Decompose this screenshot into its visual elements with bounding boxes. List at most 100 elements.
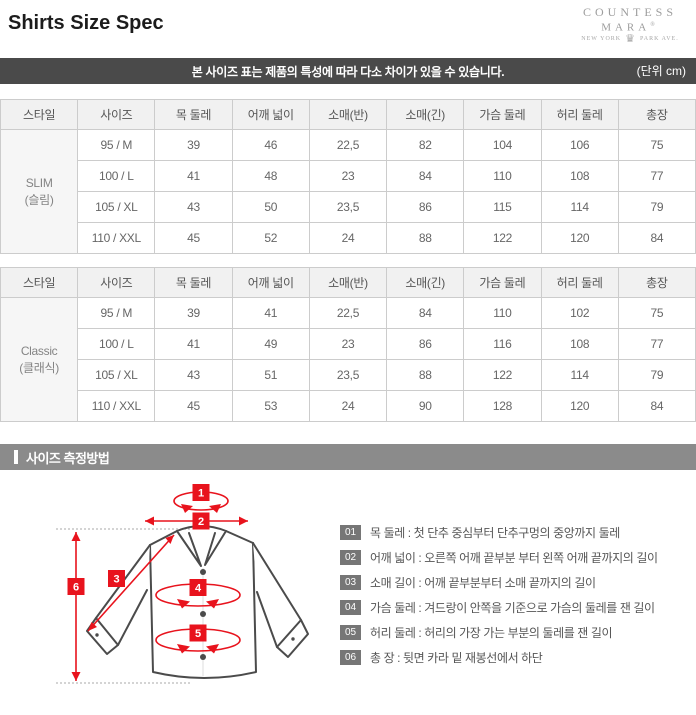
- value-cell: 23: [308, 160, 388, 192]
- value-cell: 114: [540, 359, 619, 391]
- list-item: 05 허리 둘레 : 허리의 가장 가는 부분의 둘레를 잰 길이: [340, 625, 658, 640]
- item-text: 총 장 : 뒷면 카라 밑 재봉선에서 하단: [370, 651, 543, 665]
- style-cell-slim: SLIM (슬림): [0, 129, 79, 254]
- size-cell: 110 / XXL: [77, 222, 156, 254]
- size-cell: 100 / L: [77, 160, 156, 192]
- col-header: 목 둘레: [154, 99, 233, 130]
- value-cell: 77: [617, 328, 696, 360]
- size-table-classic: 스타일 사이즈 목 둘레 어깨 넓이 소매(반) 소매(긴) 가슴 둘레 허리 …: [0, 267, 696, 422]
- value-cell: 122: [463, 359, 542, 391]
- col-header: 소매(긴): [386, 267, 465, 298]
- value-cell: 79: [617, 191, 696, 223]
- value-cell: 75: [617, 297, 696, 329]
- item-text: 가슴 둘레 : 겨드랑이 안쪽을 기준으로 가슴의 둘레를 잰 길이: [370, 601, 655, 615]
- col-header: 어깨 넓이: [231, 99, 310, 130]
- value-cell: 43: [154, 191, 233, 223]
- value-cell: 41: [154, 328, 233, 360]
- value-cell: 45: [154, 390, 233, 422]
- value-cell: 22,5: [308, 129, 388, 161]
- value-cell: 23,5: [308, 191, 388, 223]
- value-cell: 86: [386, 328, 465, 360]
- diagram-label-2: 2: [198, 516, 204, 528]
- shirt-measure-diagram: 1 2 3 4 5 6: [56, 484, 309, 684]
- table-header-row: 스타일 사이즈 목 둘레 어깨 넓이 소매(반) 소매(긴) 가슴 둘레 허리 …: [0, 267, 696, 298]
- measure-arrowheads: [71, 504, 248, 681]
- value-cell: 24: [308, 390, 388, 422]
- value-cell: 84: [617, 390, 696, 422]
- diagram-label-5: 5: [195, 628, 201, 640]
- value-cell: 90: [386, 390, 465, 422]
- list-item: 03 소매 길이 : 어깨 끝부분부터 소매 끝까지의 길이: [340, 575, 658, 590]
- value-cell: 82: [386, 129, 465, 161]
- value-cell: 41: [154, 160, 233, 192]
- list-item: 01 목 둘레 : 첫 단추 중심부터 단추구멍의 중앙까지 둘레: [340, 525, 658, 540]
- shirt-buttons: [95, 569, 295, 660]
- value-cell: 52: [231, 222, 310, 254]
- value-cell: 110: [463, 297, 542, 329]
- value-cell: 120: [540, 222, 619, 254]
- item-number-badge: 04: [340, 600, 361, 615]
- value-cell: 77: [617, 160, 696, 192]
- value-cell: 108: [540, 328, 619, 360]
- list-item: 02 어깨 넓이 : 오른쪽 어깨 끝부분 부터 왼쪽 어깨 끝까지의 길이: [340, 550, 658, 565]
- value-cell: 106: [540, 129, 619, 161]
- col-header: 사이즈: [77, 267, 156, 298]
- style-cell-classic: Classic (클래식): [0, 297, 79, 422]
- value-cell: 110: [463, 160, 542, 192]
- value-cell: 24: [308, 222, 388, 254]
- measure-section-bar: 사이즈 측정방법: [0, 444, 696, 470]
- value-cell: 48: [231, 160, 310, 192]
- col-header: 가슴 둘레: [463, 99, 542, 130]
- table-row: 100 / L 41 48 23 84 110 108 77: [1, 160, 696, 192]
- size-cell: 100 / L: [77, 328, 156, 360]
- col-header: 목 둘레: [154, 267, 233, 298]
- col-header: 소매(반): [308, 99, 388, 130]
- value-cell: 84: [617, 222, 696, 254]
- col-header: 허리 둘레: [540, 99, 619, 130]
- notice-text: 본 사이즈 표는 제품의 특성에 따라 다소 차이가 있을 수 있습니다.: [191, 64, 505, 79]
- list-item: 04 가슴 둘레 : 겨드랑이 안쪽을 기준으로 가슴의 둘레를 잰 길이: [340, 600, 658, 615]
- col-header: 허리 둘레: [540, 267, 619, 298]
- col-header: 스타일: [0, 99, 79, 130]
- value-cell: 53: [231, 390, 310, 422]
- col-header: 스타일: [0, 267, 79, 298]
- shirt-outline: [86, 525, 309, 679]
- brand-tagline: NEW YORK ♛ PARK AVE.: [570, 33, 690, 44]
- col-header: 사이즈: [77, 99, 156, 130]
- value-cell: 39: [154, 129, 233, 161]
- value-cell: 79: [617, 359, 696, 391]
- measure-number-badges: 1 2 3 4 5 6: [67, 484, 210, 642]
- diagram-label-1: 1: [198, 488, 204, 500]
- value-cell: 75: [617, 129, 696, 161]
- col-header: 어깨 넓이: [231, 267, 310, 298]
- value-cell: 116: [463, 328, 542, 360]
- value-cell: 115: [463, 191, 542, 223]
- header: Shirts Size Spec COUNTESS MARA® NEW YORK…: [0, 0, 696, 58]
- col-header: 총장: [617, 267, 696, 298]
- diagram-label-3: 3: [113, 574, 119, 586]
- size-cell: 95 / M: [77, 129, 156, 161]
- table-row: 110 / XXL 45 52 24 88 122 120 84: [1, 222, 696, 254]
- notice-bar: 본 사이즈 표는 제품의 특성에 따라 다소 차이가 있을 수 있습니다. (단…: [0, 58, 696, 84]
- value-cell: 120: [540, 390, 619, 422]
- item-number-badge: 05: [340, 625, 361, 640]
- table-row: 110 / XXL 45 53 24 90 128 120 84: [1, 390, 696, 422]
- table-row: 100 / L 41 49 23 86 116 108 77: [1, 328, 696, 360]
- value-cell: 86: [386, 191, 465, 223]
- size-cell: 105 / XL: [77, 359, 156, 391]
- size-tables: 스타일 사이즈 목 둘레 어깨 넓이 소매(반) 소매(긴) 가슴 둘레 허리 …: [0, 99, 696, 422]
- list-item: 06 총 장 : 뒷면 카라 밑 재봉선에서 하단: [340, 650, 658, 665]
- value-cell: 108: [540, 160, 619, 192]
- diagram-label-6: 6: [73, 582, 79, 594]
- brand-logo: COUNTESS MARA® NEW YORK ♛ PARK AVE.: [570, 6, 690, 45]
- value-cell: 122: [463, 222, 542, 254]
- col-header: 가슴 둘레: [463, 267, 542, 298]
- page-title: Shirts Size Spec: [8, 12, 164, 34]
- item-number-badge: 03: [340, 575, 361, 590]
- value-cell: 51: [231, 359, 310, 391]
- value-cell: 114: [540, 191, 619, 223]
- value-cell: 84: [386, 160, 465, 192]
- value-cell: 84: [386, 297, 465, 329]
- value-cell: 23,5: [308, 359, 388, 391]
- value-cell: 22,5: [308, 297, 388, 329]
